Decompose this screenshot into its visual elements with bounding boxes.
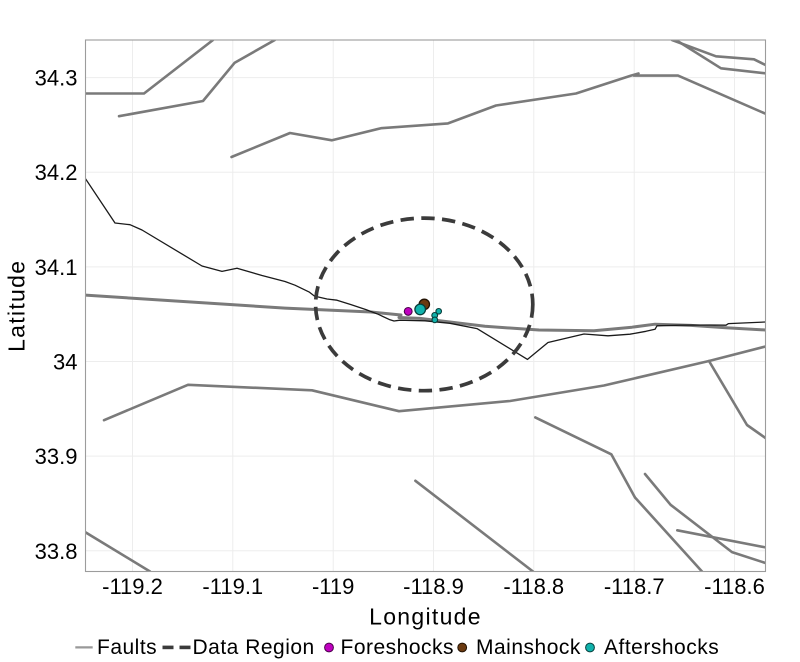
- svg-text:-118.8: -118.8: [503, 574, 564, 599]
- svg-text:33.8: 33.8: [35, 539, 78, 564]
- svg-text:34.1: 34.1: [35, 255, 78, 280]
- svg-text:Latitude: Latitude: [4, 260, 30, 352]
- svg-text:Data Region: Data Region: [193, 636, 315, 659]
- svg-text:-119.2: -119.2: [102, 574, 163, 599]
- svg-text:Faults: Faults: [97, 636, 157, 659]
- svg-text:Mainshock: Mainshock: [476, 636, 581, 659]
- svg-text:33.9: 33.9: [35, 444, 78, 469]
- svg-text:34: 34: [53, 350, 77, 375]
- svg-text:34.3: 34.3: [35, 66, 78, 91]
- svg-text:-118.7: -118.7: [604, 574, 665, 599]
- svg-text:34.2: 34.2: [35, 160, 78, 185]
- svg-text:Foreshocks: Foreshocks: [341, 636, 455, 659]
- svg-text:-119.1: -119.1: [202, 574, 263, 599]
- svg-text:Aftershocks: Aftershocks: [604, 636, 719, 659]
- svg-text:-119: -119: [312, 574, 354, 599]
- svg-text:-118.9: -118.9: [403, 574, 464, 599]
- svg-text:-118.6: -118.6: [704, 574, 765, 599]
- svg-text:Longitude: Longitude: [369, 604, 482, 630]
